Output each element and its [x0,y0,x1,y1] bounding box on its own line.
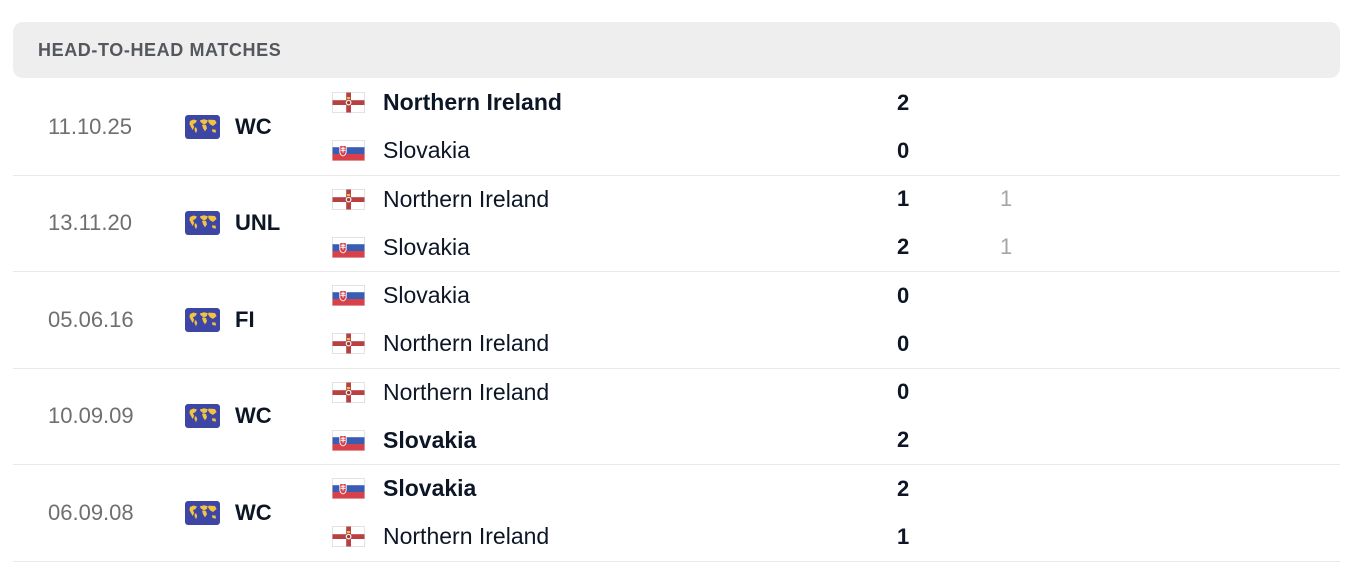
match-date: 10.09.09 [48,403,134,429]
team-name: Slovakia [383,426,477,453]
match-row[interactable]: 05.06.16 FI Slovakia 0 Northern Ireland … [13,272,1340,369]
competition: UNL [185,210,280,236]
teams: Northern Ireland 2 Slovakia 0 [332,79,1340,175]
teams: Slovakia 2 Northern Ireland 1 [332,465,1340,561]
match-date: 13.11.20 [48,210,133,236]
team-score: 0 [897,379,910,405]
extra-score: 1 [1000,234,1013,260]
team-score: 2 [897,234,910,260]
competition: WC [185,403,272,429]
team-line: Northern Ireland 0 [332,369,1340,417]
competition-code: WC [235,113,272,139]
teams: Northern Ireland 0 Slovakia 2 [332,369,1340,465]
match-row[interactable]: 06.09.08 WC Slovakia 2 Northern Ireland … [13,465,1340,562]
team-name: Northern Ireland [383,523,550,550]
world-map-icon [185,307,220,332]
teams: Slovakia 0 Northern Ireland 0 [332,272,1340,368]
team-score: 2 [897,89,910,115]
extra-score: 1 [1000,186,1013,212]
slovakia-flag-icon [332,429,365,451]
team-name: Northern Ireland [383,378,550,405]
team-line: Slovakia 0 [332,127,1340,175]
team-name: Northern Ireland [383,330,550,357]
team-score: 2 [897,427,910,453]
northern-ireland-flag-icon [332,92,365,114]
northern-ireland-flag-icon [332,333,365,355]
team-line: Slovakia 2 [332,465,1340,513]
team-line: Northern Ireland 1 1 [332,176,1340,224]
team-score: 1 [897,523,910,549]
world-map-icon [185,500,220,525]
competition-code: WC [235,499,272,525]
team-name: Slovakia [383,475,477,502]
northern-ireland-flag-icon [332,526,365,548]
section-title: HEAD-TO-HEAD MATCHES [38,39,282,60]
team-line: Northern Ireland 1 [332,513,1340,561]
team-score: 2 [897,475,910,501]
match-date: 05.06.16 [48,306,134,332]
match-row[interactable]: 11.10.25 WC Northern Ireland 2 Slovakia … [13,79,1340,176]
competition: WC [185,114,272,140]
team-line: Northern Ireland 2 [332,79,1340,127]
team-score: 0 [897,330,910,356]
team-score: 0 [897,282,910,308]
competition: FI [185,307,255,333]
teams: Northern Ireland 1 1 Slovakia 2 1 [332,176,1340,272]
match-list: 11.10.25 WC Northern Ireland 2 Slovakia … [13,79,1340,562]
northern-ireland-flag-icon [332,188,365,210]
slovakia-flag-icon [332,285,365,307]
competition-code: FI [235,306,255,332]
section-header: HEAD-TO-HEAD MATCHES [13,22,1340,78]
world-map-icon [185,404,220,429]
team-name: Northern Ireland [383,185,550,212]
match-date: 11.10.25 [48,113,133,139]
match-row[interactable]: 10.09.09 WC Northern Ireland 0 Slovakia … [13,368,1340,465]
slovakia-flag-icon [332,140,365,162]
team-line: Slovakia 2 1 [332,223,1340,271]
match-date: 06.09.08 [48,499,134,525]
world-map-icon [185,114,220,139]
match-row[interactable]: 13.11.20 UNL Northern Ireland 1 1 Slovak… [13,175,1340,272]
team-line: Northern Ireland 0 [332,320,1340,368]
competition-code: WC [235,403,272,429]
team-score: 0 [897,137,910,163]
competition: WC [185,500,272,526]
team-name: Northern Ireland [383,89,562,116]
slovakia-flag-icon [332,236,365,258]
world-map-icon [185,211,220,236]
slovakia-flag-icon [332,478,365,500]
team-line: Slovakia 2 [332,416,1340,464]
team-name: Slovakia [383,282,470,309]
team-line: Slovakia 0 [332,272,1340,320]
team-name: Slovakia [383,233,470,260]
competition-code: UNL [235,210,281,236]
northern-ireland-flag-icon [332,381,365,403]
team-score: 1 [897,186,910,212]
team-name: Slovakia [383,137,470,164]
